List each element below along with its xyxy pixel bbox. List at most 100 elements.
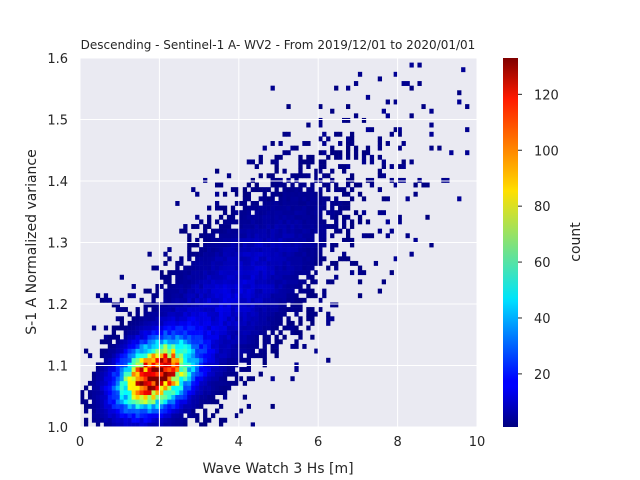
heatmap-cell (226, 237, 232, 243)
heatmap-cell (353, 145, 359, 151)
heatmap-cell (270, 270, 275, 276)
heatmap-cell (270, 177, 275, 183)
heatmap-cell (286, 293, 291, 299)
heatmap-cell (294, 173, 299, 179)
heatmap-cell (242, 348, 248, 354)
heatmap-cell (250, 159, 255, 165)
heatmap-cell (211, 256, 216, 262)
heatmap-cell (155, 422, 160, 427)
heatmap-cell (187, 270, 192, 276)
heatmap-cell (159, 284, 164, 289)
heatmap-cell (294, 325, 299, 331)
heatmap-cell (353, 210, 359, 216)
heatmap-cell (143, 362, 148, 368)
heatmap-cell (314, 196, 319, 202)
heatmap-cell (131, 399, 136, 405)
heatmap-cell (290, 302, 295, 308)
heatmap-cell (314, 279, 319, 285)
heatmap-cell (290, 260, 295, 266)
heatmap-cell (242, 334, 248, 340)
heatmap-cell (203, 417, 208, 423)
heatmap-cell (199, 251, 204, 257)
heatmap-cell (222, 330, 228, 336)
heatmap-cell (143, 380, 148, 386)
heatmap-cell (266, 251, 271, 257)
heatmap-cell (298, 330, 303, 336)
heatmap-cell (238, 330, 244, 336)
heatmap-cell (306, 205, 311, 211)
heatmap-cell (207, 334, 212, 340)
heatmap-cell (179, 353, 184, 359)
heatmap-cell (270, 173, 275, 179)
heatmap-cell (218, 297, 224, 303)
heatmap-cell (345, 141, 351, 146)
heatmap-cell (238, 200, 244, 206)
heatmap-cell (211, 233, 216, 239)
heatmap-cell (254, 205, 259, 211)
heatmap-cell (87, 394, 93, 400)
heatmap-cell (254, 330, 259, 336)
heatmap-cell (266, 256, 271, 262)
heatmap-cell (131, 403, 136, 409)
heatmap-cell (258, 265, 263, 271)
heatmap-cell (203, 399, 208, 405)
heatmap-cell (306, 219, 311, 225)
heatmap-cell (211, 334, 216, 340)
heatmap-cell (345, 150, 351, 156)
heatmap-cell (294, 297, 299, 303)
heatmap-cell (167, 247, 172, 253)
heatmap-cell (242, 210, 248, 216)
heatmap-cell (357, 219, 363, 225)
heatmap-cell (262, 297, 267, 303)
x-tick-label: 0 (76, 435, 84, 450)
heatmap-cell (306, 242, 311, 248)
heatmap-cell (230, 334, 236, 340)
heatmap-cell (99, 408, 105, 414)
heatmap-cell (218, 390, 224, 396)
heatmap-cell (242, 191, 248, 197)
heatmap-cell (262, 307, 267, 312)
heatmap-cell (139, 413, 144, 419)
heatmap-cell (179, 394, 184, 400)
heatmap-cell (242, 205, 248, 211)
heatmap-cell (91, 371, 97, 377)
heatmap-cell (334, 187, 339, 193)
heatmap-cell (147, 357, 152, 363)
heatmap-cell (115, 339, 120, 345)
heatmap-cell (111, 357, 117, 363)
heatmap-cell (143, 390, 148, 396)
heatmap-cell (349, 136, 355, 142)
heatmap-cell (119, 297, 124, 303)
heatmap-cell (234, 316, 240, 322)
heatmap-cell (179, 293, 184, 299)
heatmap-cell (175, 371, 180, 377)
heatmap-cell (203, 251, 208, 257)
heatmap-cell (238, 408, 244, 414)
heatmap-cell (167, 408, 172, 414)
heatmap-cell (211, 247, 216, 253)
heatmap-cell (191, 297, 196, 303)
heatmap-cell (266, 247, 271, 253)
heatmap-cell (222, 385, 228, 391)
heatmap-cell (199, 274, 204, 280)
heatmap-cell (242, 293, 248, 299)
heatmap-cell (175, 284, 180, 289)
heatmap-cell (199, 247, 204, 253)
heatmap-cell (195, 371, 200, 377)
heatmap-cell (159, 274, 164, 280)
heatmap-cell (211, 357, 216, 363)
heatmap-cell (266, 334, 271, 340)
heatmap-cell (238, 376, 244, 382)
heatmap-cell (191, 293, 196, 299)
heatmap-cell (207, 224, 212, 229)
heatmap-cell (226, 228, 232, 234)
heatmap-cell (349, 196, 355, 202)
heatmap-cell (222, 219, 228, 225)
heatmap-cell (143, 302, 148, 308)
heatmap-cell (238, 219, 244, 225)
heatmap-cell (135, 357, 140, 363)
heatmap-cell (191, 311, 196, 317)
heatmap-cell (211, 394, 216, 400)
heatmap-cell (115, 357, 120, 363)
heatmap-cell (218, 367, 224, 372)
